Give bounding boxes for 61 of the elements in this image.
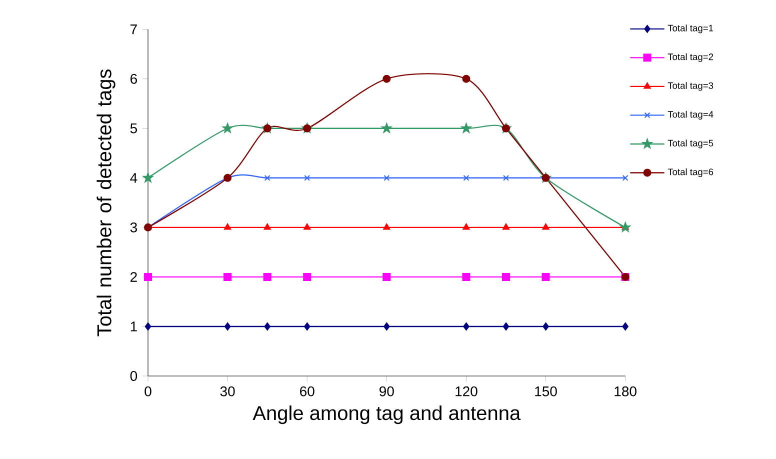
point bbox=[264, 224, 271, 230]
point bbox=[462, 224, 470, 230]
point bbox=[542, 322, 549, 331]
y-tick-label: 2 bbox=[130, 272, 137, 282]
point bbox=[622, 322, 628, 331]
point bbox=[304, 224, 311, 230]
point bbox=[382, 273, 391, 282]
x-tick-label: 180 bbox=[614, 386, 636, 396]
point bbox=[502, 273, 510, 282]
legend-label: Total tag=4 bbox=[668, 111, 714, 120]
point bbox=[224, 224, 232, 230]
point bbox=[463, 322, 470, 331]
point bbox=[264, 322, 270, 331]
x-tick-label: 150 bbox=[535, 386, 557, 396]
point bbox=[384, 175, 390, 182]
point bbox=[224, 322, 231, 331]
legend-label: Total tag=3 bbox=[668, 82, 714, 91]
point bbox=[463, 175, 470, 182]
x-tick-label: 60 bbox=[300, 386, 314, 396]
point bbox=[382, 123, 392, 133]
y-tick-label: 4 bbox=[130, 173, 138, 183]
point bbox=[304, 322, 310, 331]
y-tick-label: 3 bbox=[130, 222, 137, 233]
point bbox=[620, 222, 630, 232]
point bbox=[382, 75, 391, 84]
y-tick-label: 1 bbox=[130, 322, 137, 332]
point bbox=[462, 273, 470, 282]
y-tick-label: 7 bbox=[130, 24, 137, 34]
point bbox=[542, 224, 550, 230]
y-tick-label: 0 bbox=[130, 371, 138, 382]
point bbox=[303, 273, 312, 282]
y-axis-title: Total number of detected tags bbox=[96, 70, 116, 336]
x-axis-title: Angle among tag and antenna bbox=[252, 406, 521, 424]
point bbox=[461, 123, 472, 133]
x-tick-label: 0 bbox=[144, 386, 152, 396]
y-tick-label: 6 bbox=[130, 74, 137, 84]
x-tick-label: 90 bbox=[380, 386, 394, 396]
point bbox=[383, 224, 390, 230]
point bbox=[263, 273, 272, 282]
point bbox=[142, 172, 154, 182]
point bbox=[384, 322, 390, 331]
point bbox=[462, 75, 470, 84]
point bbox=[222, 123, 233, 133]
point bbox=[304, 175, 310, 182]
point bbox=[502, 224, 510, 230]
point bbox=[264, 175, 270, 182]
point bbox=[503, 175, 509, 182]
legend-label: Total tag=5 bbox=[668, 140, 714, 148]
legend-label: Total tag=2 bbox=[668, 53, 714, 62]
y-tick-label: 5 bbox=[130, 124, 138, 134]
point bbox=[502, 322, 510, 331]
legend-label: Total tag=1 bbox=[668, 24, 714, 34]
point bbox=[622, 175, 628, 182]
legend-label: Total tag=6 bbox=[668, 168, 714, 178]
x-tick-label: 120 bbox=[456, 386, 478, 396]
point bbox=[502, 124, 510, 133]
point bbox=[224, 273, 232, 282]
point bbox=[542, 273, 550, 282]
point bbox=[144, 322, 152, 331]
point bbox=[144, 273, 152, 282]
x-tick-label: 30 bbox=[220, 386, 235, 396]
